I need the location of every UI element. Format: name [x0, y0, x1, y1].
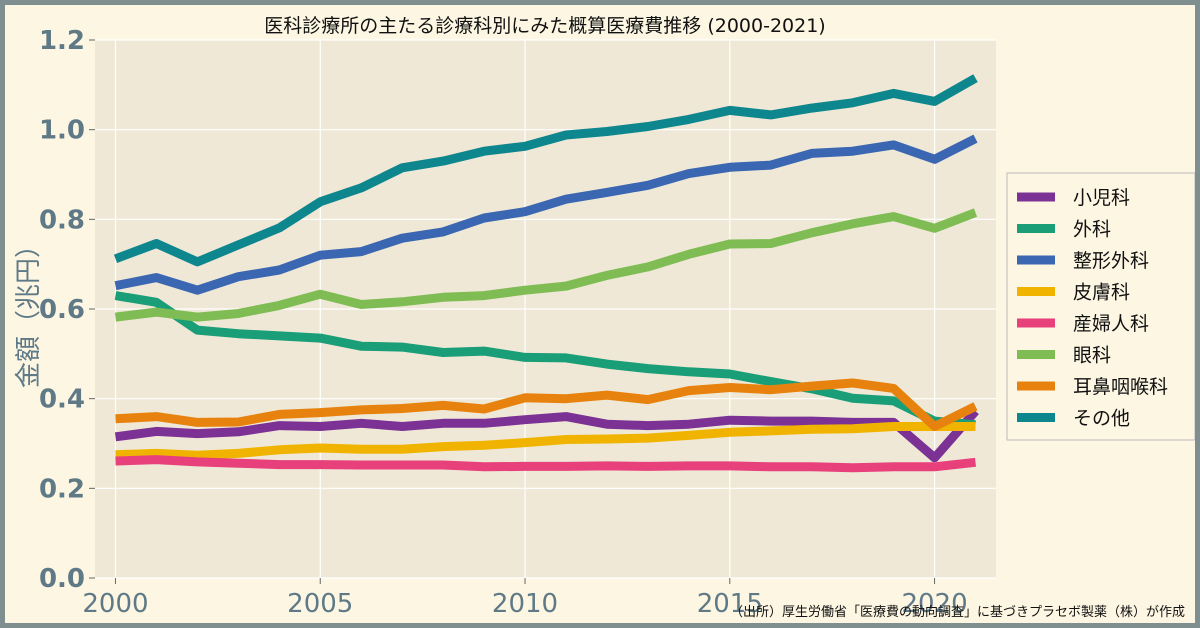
series-line-整形外科 [114, 134, 978, 295]
y-tick-label: 0.8 [39, 205, 85, 235]
series-line-その他 [113, 74, 978, 267]
x-tick-label: 2005 [287, 589, 353, 619]
series-line-皮膚科 [115, 422, 976, 460]
series-line-耳鼻咽喉科 [115, 378, 978, 431]
chart-title: 医科診療所の主たる診療科別にみた概算医療費推移 (2000-2021) [264, 15, 825, 37]
series-lines [113, 74, 979, 473]
x-tick-label: 2015 [697, 589, 763, 619]
line-chart: 医科診療所の主たる診療科別にみた概算医療費推移 (2000-2021) 0.00… [14, 15, 1195, 620]
legend-label: 外科 [1073, 219, 1111, 241]
y-tick-label: 0.2 [39, 474, 85, 504]
x-tick-label: 2010 [492, 589, 558, 619]
series-line-小児科 [114, 408, 979, 463]
y-axis-label: 金額（兆円） [14, 232, 44, 388]
legend-label: 産婦人科 [1073, 313, 1149, 335]
source-note: （出所）厚生労働省「医療費の動向調査」に基づきプラセボ製薬（株）が作成 [730, 604, 1185, 620]
y-tick-label: 0.6 [39, 295, 85, 325]
x-axis-ticks: 2000 2005 2010 2015 2020 [82, 578, 968, 619]
y-tick-label: 0.0 [39, 564, 85, 594]
x-tick-label: 2020 [901, 589, 967, 619]
y-tick-label: 1.0 [39, 116, 85, 146]
legend-label: 小児科 [1073, 187, 1130, 209]
series-line-眼科 [114, 208, 978, 322]
legend-label: 眼科 [1073, 345, 1111, 367]
y-tick-label: 1.2 [39, 26, 85, 56]
legend-label: その他 [1073, 408, 1130, 430]
legend-label: 整形外科 [1073, 250, 1149, 272]
legend-label: 皮膚科 [1073, 282, 1130, 304]
legend-label: 耳鼻咽喉科 [1073, 376, 1168, 398]
y-axis-ticks: 0.0 0.2 0.4 0.6 0.8 1.0 1.2 [39, 26, 95, 594]
legend-box [1006, 172, 1195, 441]
y-tick-label: 0.4 [39, 385, 85, 415]
series-line-産婦人科 [115, 455, 976, 473]
chart-frame: 医科診療所の主たる診療科別にみた概算医療費推移 (2000-2021) 0.0 0… [5, 5, 1195, 623]
x-tick-label: 2000 [82, 589, 148, 619]
series-line-外科 [114, 291, 976, 430]
